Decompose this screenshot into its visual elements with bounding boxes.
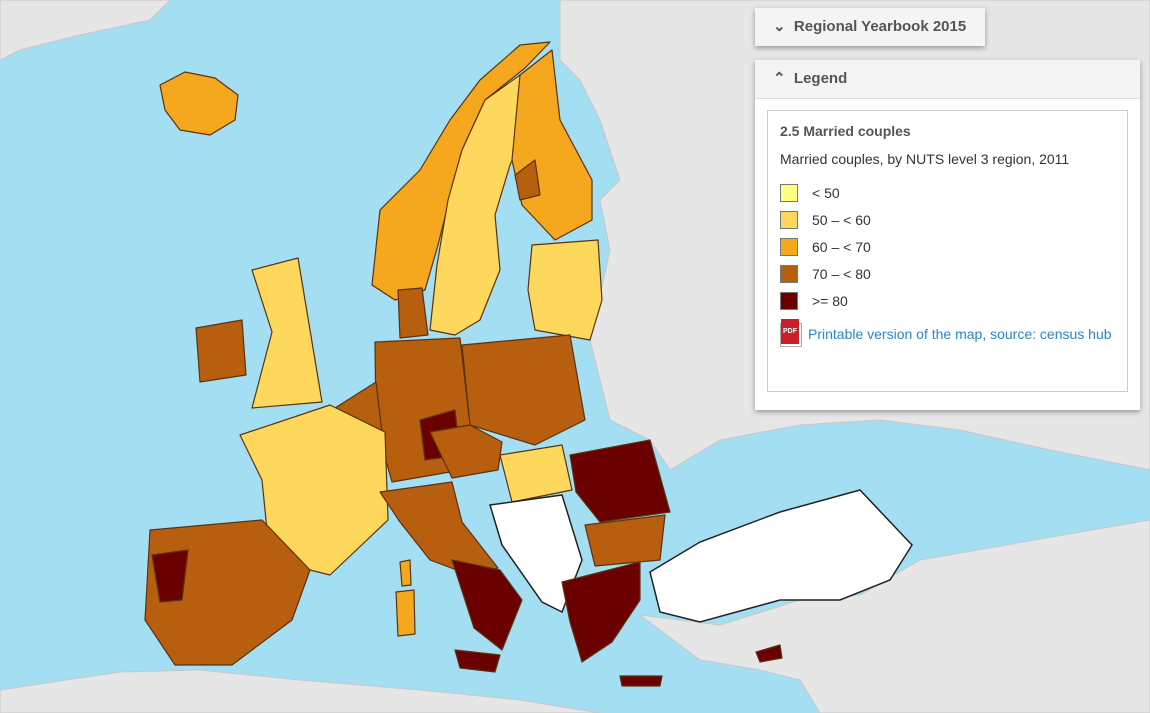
hungary <box>499 444 573 503</box>
crete <box>619 675 663 687</box>
legend-swatch <box>780 210 798 229</box>
legend-header[interactable]: ⌃ Legend <box>755 60 1140 99</box>
corsica <box>399 559 412 587</box>
romania <box>569 439 671 523</box>
legend-subtitle: Married couples, by NUTS level 3 region,… <box>780 151 1070 167</box>
denmark <box>397 287 429 339</box>
legend-links: PDF Printable version of the map, source:… <box>780 319 1115 348</box>
legend-label: 60 – < 70 <box>812 238 871 255</box>
united-kingdom <box>251 257 323 409</box>
source-link[interactable]: source: census hub <box>990 326 1112 342</box>
finland-inner <box>514 159 541 201</box>
pdf-icon-label: PDF <box>781 319 799 345</box>
legend-row: 50 – < 60 <box>780 206 1115 233</box>
italy-north <box>379 481 499 576</box>
button-label[interactable]: Regional Yearbook 2015 <box>793 18 967 35</box>
legend-row: 70 – < 80 <box>780 260 1115 287</box>
legend-title: 2.5 Married couples <box>780 123 911 139</box>
bulgaria <box>584 514 666 567</box>
legend-label: 50 – < 60 <box>812 211 871 228</box>
legend-swatch <box>780 237 798 256</box>
turkey <box>649 489 913 623</box>
legend-rows: < 50 50 – < 60 60 – < 70 70 – < 80 >= 80 <box>780 179 1115 314</box>
sicily <box>454 649 501 673</box>
legend-row: < 50 <box>780 179 1115 206</box>
land-africa <box>0 669 601 713</box>
western-balkans <box>489 494 583 614</box>
printable-link[interactable]: Printable version of the map <box>808 326 983 342</box>
legend-box: 2.5 Married couples Married couples, by … <box>767 110 1128 392</box>
legend-row: >= 80 <box>780 287 1115 314</box>
pdf-icon: PDF <box>780 319 802 348</box>
ireland <box>195 319 247 383</box>
iceland <box>159 71 239 136</box>
legend-swatch <box>780 183 798 202</box>
legend-label: >= 80 <box>812 292 848 309</box>
land-south-east <box>638 519 1150 713</box>
legend-swatch <box>780 291 798 310</box>
portugal-north <box>151 549 189 603</box>
separator: , <box>982 326 991 342</box>
france <box>239 404 389 576</box>
sardinia <box>395 589 416 637</box>
poland <box>461 334 586 446</box>
legend-swatch <box>780 264 798 283</box>
legend-label: < 50 <box>812 184 840 201</box>
cyprus <box>755 644 783 663</box>
greece <box>561 561 641 663</box>
legend-panel: ⌃ Legend 2.5 Married couples Married cou… <box>755 60 1140 410</box>
legend-label: 70 – < 80 <box>812 265 871 282</box>
norway <box>371 41 551 301</box>
legend-heading[interactable]: Legend <box>793 70 848 87</box>
italy-south <box>451 559 523 651</box>
yearbook-button[interactable]: ⌄ Regional Yearbook 2015 <box>755 8 985 46</box>
baltics <box>527 239 603 341</box>
legend-row: 60 – < 70 <box>780 233 1115 260</box>
land-north <box>0 0 171 61</box>
